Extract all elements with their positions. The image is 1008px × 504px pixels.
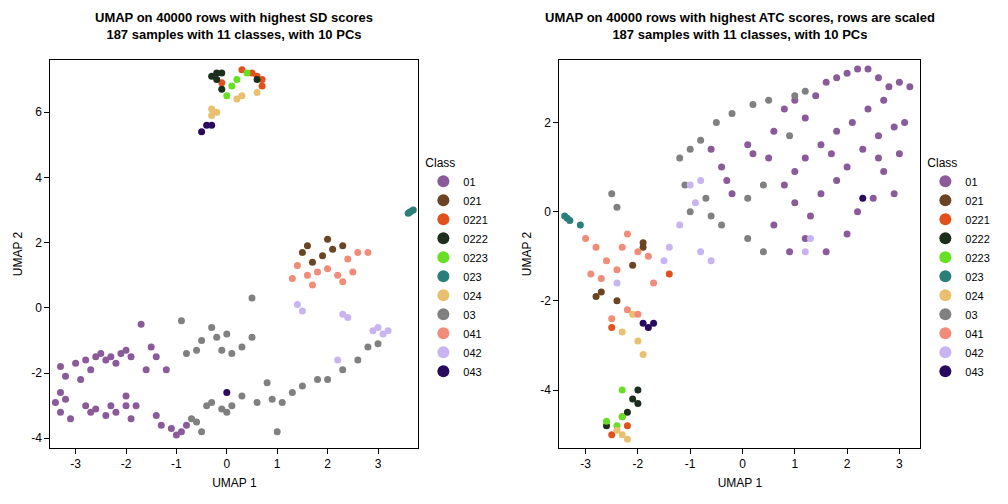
svg-text:021: 021 — [463, 195, 481, 207]
svg-text:041: 041 — [463, 328, 481, 340]
svg-text:Class: Class — [425, 156, 455, 170]
svg-text:0: 0 — [35, 301, 42, 315]
svg-text:Class: Class — [927, 156, 957, 170]
svg-text:-2: -2 — [121, 457, 132, 471]
svg-text:0: 0 — [223, 457, 230, 471]
svg-text:0222: 0222 — [463, 233, 487, 245]
svg-text:0223: 0223 — [965, 252, 989, 264]
svg-text:2: 2 — [544, 116, 551, 130]
svg-text:UMAP on 40000 rows with highes: UMAP on 40000 rows with highest ATC scor… — [545, 10, 935, 42]
svg-text:-4: -4 — [31, 431, 42, 445]
svg-text:UMAP 2: UMAP 2 — [11, 231, 25, 276]
svg-text:-3: -3 — [580, 457, 591, 471]
svg-text:-1: -1 — [171, 457, 182, 471]
svg-text:3: 3 — [375, 457, 382, 471]
svg-text:021: 021 — [965, 195, 983, 207]
svg-text:-1: -1 — [685, 457, 696, 471]
svg-text:3: 3 — [896, 457, 903, 471]
svg-text:042: 042 — [463, 347, 481, 359]
svg-text:UMAP 1: UMAP 1 — [212, 476, 257, 490]
svg-text:2: 2 — [324, 457, 331, 471]
svg-text:024: 024 — [965, 290, 983, 302]
svg-text:043: 043 — [463, 366, 481, 378]
svg-text:0223: 0223 — [463, 252, 487, 264]
svg-text:0: 0 — [739, 457, 746, 471]
svg-text:2: 2 — [35, 236, 42, 250]
svg-text:6: 6 — [35, 105, 42, 119]
svg-text:0221: 0221 — [463, 214, 487, 226]
svg-text:03: 03 — [965, 309, 977, 321]
svg-text:024: 024 — [463, 290, 481, 302]
svg-text:4: 4 — [35, 171, 42, 185]
svg-text:-2: -2 — [540, 294, 551, 308]
svg-text:0222: 0222 — [965, 233, 989, 245]
svg-text:1: 1 — [791, 457, 798, 471]
svg-text:-3: -3 — [70, 457, 81, 471]
svg-text:1: 1 — [274, 457, 281, 471]
svg-text:UMAP 2: UMAP 2 — [520, 231, 534, 276]
svg-text:-4: -4 — [540, 383, 551, 397]
svg-text:0: 0 — [544, 205, 551, 219]
svg-text:01: 01 — [463, 176, 475, 188]
svg-text:-2: -2 — [633, 457, 644, 471]
svg-text:023: 023 — [965, 271, 983, 283]
svg-text:2: 2 — [844, 457, 851, 471]
svg-text:-2: -2 — [31, 366, 42, 380]
svg-text:UMAP 1: UMAP 1 — [718, 476, 763, 490]
svg-text:0221: 0221 — [965, 214, 989, 226]
svg-text:041: 041 — [965, 328, 983, 340]
svg-text:023: 023 — [463, 271, 481, 283]
svg-text:01: 01 — [965, 176, 977, 188]
svg-text:UMAP on 40000 rows with highes: UMAP on 40000 rows with highest SD score… — [95, 10, 373, 42]
svg-text:03: 03 — [463, 309, 475, 321]
svg-text:043: 043 — [965, 366, 983, 378]
svg-text:042: 042 — [965, 347, 983, 359]
